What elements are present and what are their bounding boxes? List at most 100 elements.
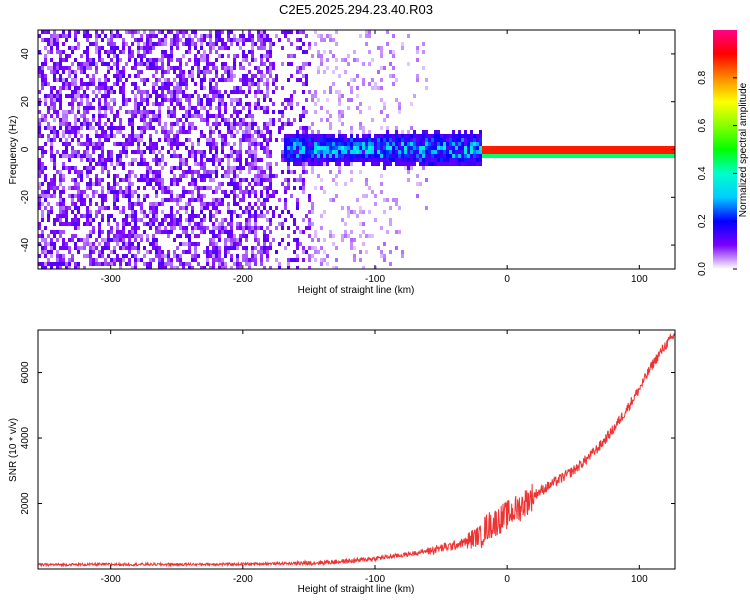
spectrogram-cell: [236, 174, 239, 178]
spectrogram-cell: [101, 142, 104, 146]
spectrogram-cell: [131, 218, 134, 222]
spectrogram-cell: [230, 238, 233, 242]
spectrogram-cell: [128, 30, 131, 34]
spectrogram-cell: [302, 42, 305, 46]
spectrogram-cell: [191, 178, 194, 182]
spectrogram-cell: [257, 46, 260, 50]
spectrogram-cell: [362, 242, 365, 246]
spectrogram-cell: [551, 150, 554, 154]
spectrogram-cell: [143, 106, 146, 110]
spectrogram-cell: [209, 106, 212, 110]
spectrogram-cell: [239, 166, 242, 170]
spectrogram-cell: [209, 238, 212, 242]
spectrogram-cell: [236, 194, 239, 198]
spectrogram-cell: [338, 98, 341, 102]
spectrogram-cell: [71, 234, 74, 238]
spectrogram-cell: [617, 146, 620, 150]
spectrogram-cell: [113, 62, 116, 66]
spectrogram-cell: [557, 150, 560, 154]
spectrogram-cell: [500, 150, 503, 154]
spectrogram-cell: [263, 122, 266, 126]
spectrogram-cell: [224, 102, 227, 106]
spectrogram-cell: [113, 238, 116, 242]
spectrogram-cell: [377, 142, 380, 146]
spectrogram-cell: [113, 102, 116, 106]
spectrogram-cell: [47, 242, 50, 246]
spectrogram-cell: [170, 170, 173, 174]
spectrogram-cell: [149, 222, 152, 226]
spectrogram-cell: [212, 230, 215, 234]
spectrogram-cell: [191, 242, 194, 246]
spectrogram-cell: [128, 258, 131, 262]
spectrogram-cell: [209, 254, 212, 258]
spectrogram-cell: [158, 78, 161, 82]
spectrogram-cell: [41, 70, 44, 74]
spectrogram-cell: [65, 222, 68, 226]
spectrogram-cell: [221, 138, 224, 142]
spectrogram-cell: [296, 138, 299, 142]
spectrogram-cell: [119, 238, 122, 242]
spectrogram-cell: [257, 34, 260, 38]
spectrogram-cell: [665, 146, 668, 150]
spectrogram-cell: [185, 174, 188, 178]
spectrogram-cell: [374, 154, 377, 158]
spectrogram-cell: [74, 118, 77, 122]
spectrogram-cell: [251, 78, 254, 82]
spectrogram-cell: [260, 182, 263, 186]
spectrogram-cell: [65, 66, 68, 70]
spectrogram-cell: [248, 106, 251, 110]
spectrogram-cell: [47, 122, 50, 126]
spectrogram-cell: [239, 198, 242, 202]
spectrogram-cell: [242, 74, 245, 78]
spectrogram-cell: [50, 238, 53, 242]
spectrogram-cell: [125, 30, 128, 34]
spectrogram-cell: [329, 158, 332, 162]
spectrogram-cell: [104, 110, 107, 114]
spectrogram-cell: [227, 130, 230, 134]
spectrogram-cell: [278, 130, 281, 134]
spectrogram-cell: [521, 150, 524, 154]
spectrogram-cell: [56, 266, 59, 269]
spectrogram-cell: [44, 194, 47, 198]
spectrogram-cell: [176, 66, 179, 70]
spectrogram-cell: [290, 62, 293, 66]
spectrogram-cell: [302, 74, 305, 78]
spectrogram-cell: [407, 170, 410, 174]
spectrogram-cell: [173, 266, 176, 269]
spectrogram-cell: [149, 46, 152, 50]
spectrogram-cell: [77, 90, 80, 94]
spectrogram-cell: [95, 30, 98, 34]
spectrogram-cell: [206, 174, 209, 178]
spectrogram-cell: [269, 38, 272, 42]
spectrogram-cell: [188, 98, 191, 102]
spectrogram-cell: [320, 262, 323, 266]
spectrogram-cell: [581, 150, 584, 154]
spectrogram-cell: [173, 110, 176, 114]
spectrogram-cell: [254, 142, 257, 146]
spectrogram-cell: [254, 154, 257, 158]
spectrogram-cell: [227, 182, 230, 186]
spectrogram-cell: [107, 234, 110, 238]
spectrogram-cell: [605, 150, 608, 154]
spectrogram-cell: [266, 226, 269, 230]
spectrogram-cell: [227, 66, 230, 70]
spectrogram-cell: [623, 146, 626, 150]
spectrogram-cell: [488, 146, 491, 150]
spectrogram-cell: [377, 138, 380, 142]
spectrogram-cell: [242, 234, 245, 238]
spectrogram-cell: [101, 202, 104, 206]
spectrogram-cell: [248, 110, 251, 114]
spectrogram-cell: [239, 146, 242, 150]
spectrogram-cell: [272, 90, 275, 94]
spectrogram-cell: [311, 158, 314, 162]
spectrogram-cell: [203, 174, 206, 178]
spectrogram-cell: [50, 194, 53, 198]
spectrogram-cell: [380, 158, 383, 162]
spectrogram-cell: [50, 38, 53, 42]
spectrogram-cell: [89, 162, 92, 166]
spectrogram-cell: [425, 158, 428, 162]
spectrogram-cell: [293, 250, 296, 254]
spectrogram-cell: [125, 146, 128, 150]
spectrogram-cell: [185, 158, 188, 162]
spectrogram-cell: [116, 198, 119, 202]
